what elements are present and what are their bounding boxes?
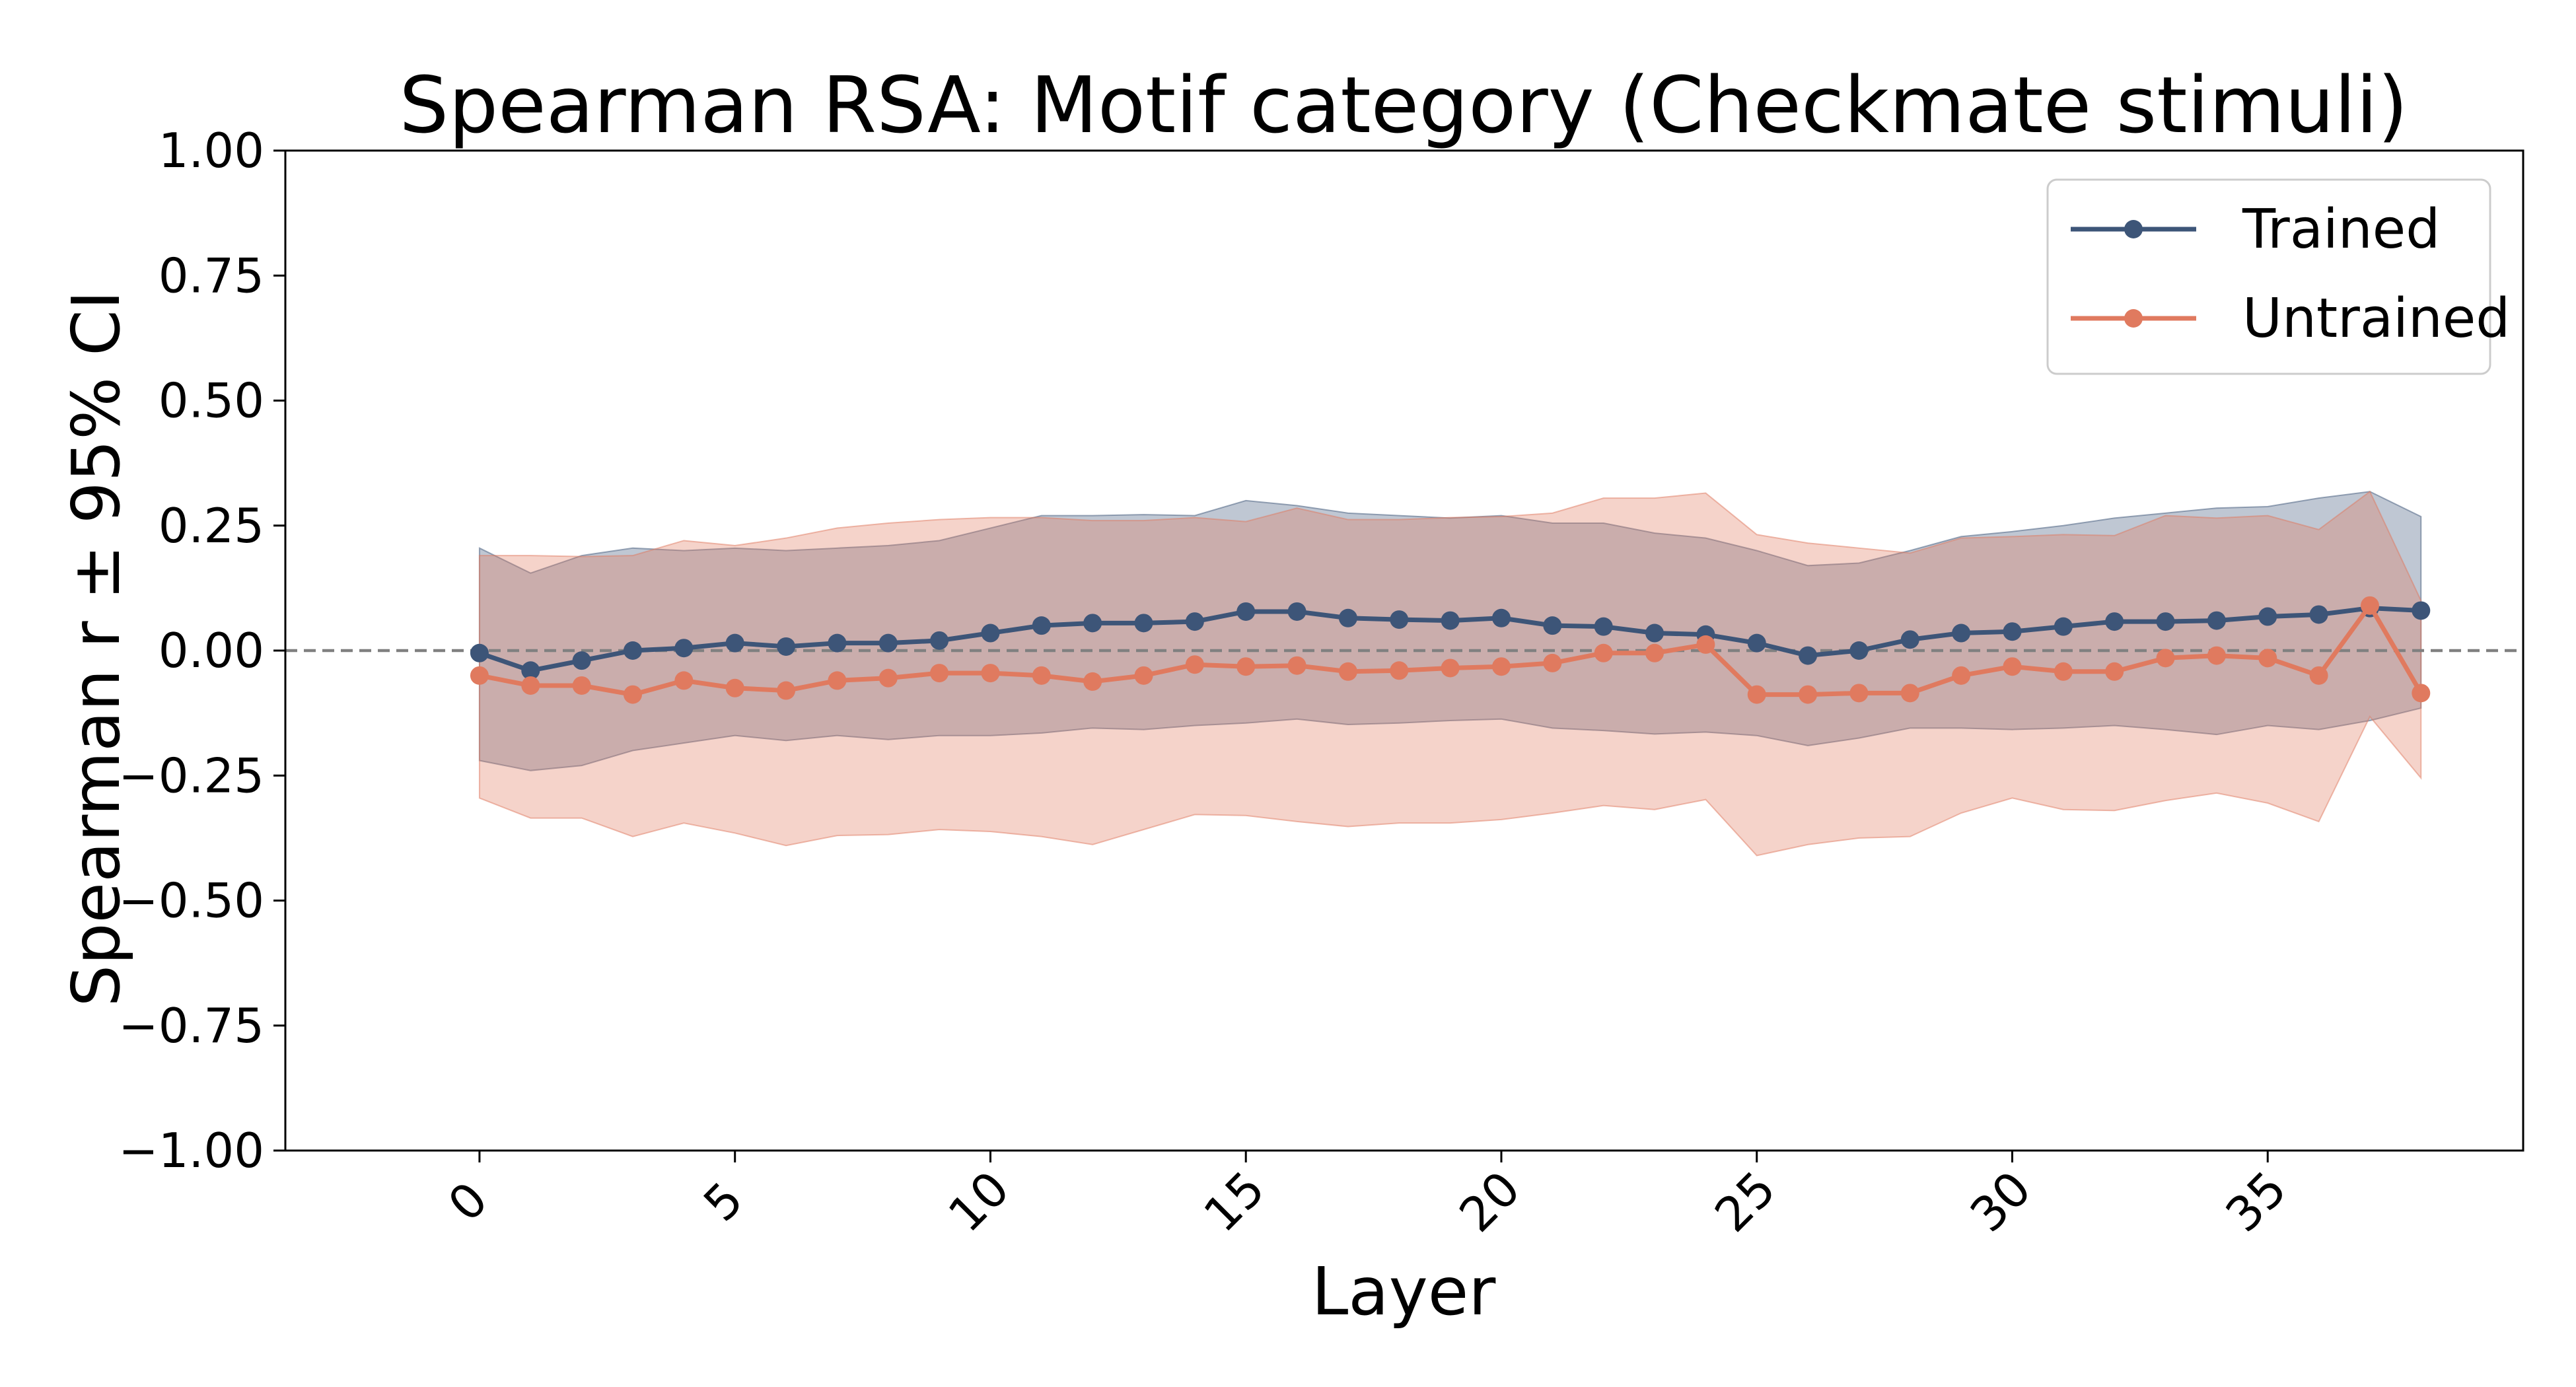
data-point-trained-12 (1083, 614, 1102, 633)
data-point-trained-25 (1747, 633, 1766, 653)
data-point-untrained-25 (1747, 685, 1766, 704)
legend: Trained Untrained (2046, 178, 2510, 375)
data-point-trained-2 (572, 651, 591, 670)
data-point-untrained-37 (2360, 596, 2379, 615)
data-point-trained-9 (930, 631, 949, 650)
data-point-untrained-12 (1083, 672, 1102, 691)
data-point-untrained-33 (2156, 649, 2175, 668)
data-point-untrained-29 (1952, 666, 1971, 685)
y-tick-label: 0.00 (159, 623, 264, 678)
data-point-untrained-17 (1338, 662, 1357, 681)
y-tick-label: 1.00 (159, 123, 264, 178)
data-point-trained-17 (1338, 608, 1357, 627)
data-point-untrained-35 (2258, 649, 2277, 668)
data-point-untrained-20 (1491, 657, 1511, 676)
data-point-untrained-1 (521, 676, 540, 695)
data-point-untrained-38 (2412, 684, 2431, 703)
data-point-untrained-30 (2003, 657, 2022, 676)
y-tick-label: −0.25 (118, 748, 264, 803)
data-point-untrained-32 (2105, 662, 2124, 681)
data-point-trained-26 (1799, 646, 1818, 665)
data-point-trained-10 (981, 623, 1000, 643)
chart-title: Spearman RSA: Motif category (Checkmate … (399, 59, 2408, 151)
data-point-untrained-3 (623, 685, 642, 704)
data-point-untrained-8 (878, 668, 898, 688)
data-point-trained-30 (2003, 622, 2022, 641)
legend-label-untrained: Untrained (2242, 287, 2510, 350)
legend-marker-trained (2124, 220, 2143, 238)
data-point-untrained-16 (1287, 656, 1306, 675)
legend-label-trained: Trained (2242, 198, 2440, 261)
data-point-untrained-23 (1645, 643, 1664, 662)
data-point-untrained-9 (930, 664, 949, 683)
data-point-trained-21 (1543, 616, 1562, 635)
data-point-trained-3 (623, 641, 642, 660)
data-point-untrained-11 (1032, 666, 1051, 685)
data-point-untrained-13 (1134, 666, 1153, 685)
data-point-trained-18 (1390, 610, 1409, 629)
data-point-trained-34 (2207, 611, 2226, 630)
data-point-trained-28 (1900, 630, 1919, 649)
data-point-untrained-31 (2054, 662, 2073, 681)
data-point-untrained-21 (1543, 653, 1562, 672)
data-point-trained-31 (2054, 617, 2073, 636)
legend-marker-untrained (2124, 309, 2143, 328)
data-point-trained-11 (1032, 616, 1051, 635)
data-point-trained-4 (674, 639, 694, 658)
data-point-trained-6 (777, 637, 796, 656)
data-point-untrained-27 (1849, 684, 1869, 703)
y-axis-label: Spearman r ± 95% CI (57, 291, 135, 1007)
data-point-trained-8 (878, 633, 898, 653)
data-point-untrained-2 (572, 676, 591, 695)
data-point-trained-13 (1134, 614, 1153, 633)
data-point-trained-7 (828, 633, 847, 653)
data-point-untrained-24 (1696, 635, 1715, 654)
data-point-untrained-19 (1441, 658, 1460, 678)
data-point-trained-14 (1185, 612, 1204, 631)
data-point-untrained-7 (828, 671, 847, 690)
data-point-trained-22 (1594, 617, 1613, 636)
data-point-untrained-22 (1594, 643, 1613, 662)
data-point-untrained-36 (2309, 666, 2328, 685)
data-point-untrained-14 (1185, 655, 1204, 674)
data-point-trained-15 (1236, 602, 1256, 621)
data-point-trained-16 (1287, 602, 1306, 621)
data-point-untrained-34 (2207, 646, 2226, 665)
data-point-untrained-6 (777, 681, 796, 700)
data-point-trained-27 (1849, 641, 1869, 660)
data-point-trained-32 (2105, 612, 2124, 631)
data-point-untrained-18 (1390, 661, 1409, 680)
data-point-trained-0 (470, 643, 489, 662)
y-tick-label: −0.75 (118, 998, 264, 1053)
x-axis-label: Layer (1312, 1253, 1497, 1330)
y-tick-label: 0.75 (159, 248, 264, 303)
data-point-trained-38 (2412, 601, 2431, 620)
data-point-untrained-5 (725, 678, 744, 697)
data-point-trained-23 (1645, 623, 1664, 643)
plot-area (285, 490, 2523, 857)
data-point-trained-5 (725, 633, 744, 653)
y-tick-label: −0.50 (118, 873, 264, 929)
data-point-trained-36 (2309, 605, 2328, 624)
y-tick-label: 0.50 (159, 373, 264, 429)
data-point-trained-20 (1491, 608, 1511, 627)
data-point-untrained-28 (1900, 684, 1919, 703)
data-point-untrained-4 (674, 671, 694, 690)
data-point-untrained-26 (1799, 685, 1818, 704)
data-point-untrained-15 (1236, 657, 1256, 676)
y-tick-label: −1.00 (118, 1123, 264, 1178)
data-point-trained-29 (1952, 623, 1971, 643)
data-point-trained-35 (2258, 607, 2277, 626)
y-tick-label: 0.25 (159, 498, 264, 553)
data-point-trained-1 (521, 661, 540, 680)
data-point-untrained-10 (981, 664, 1000, 683)
data-point-trained-19 (1441, 611, 1460, 630)
data-point-untrained-0 (470, 666, 489, 685)
data-point-trained-33 (2156, 612, 2175, 631)
